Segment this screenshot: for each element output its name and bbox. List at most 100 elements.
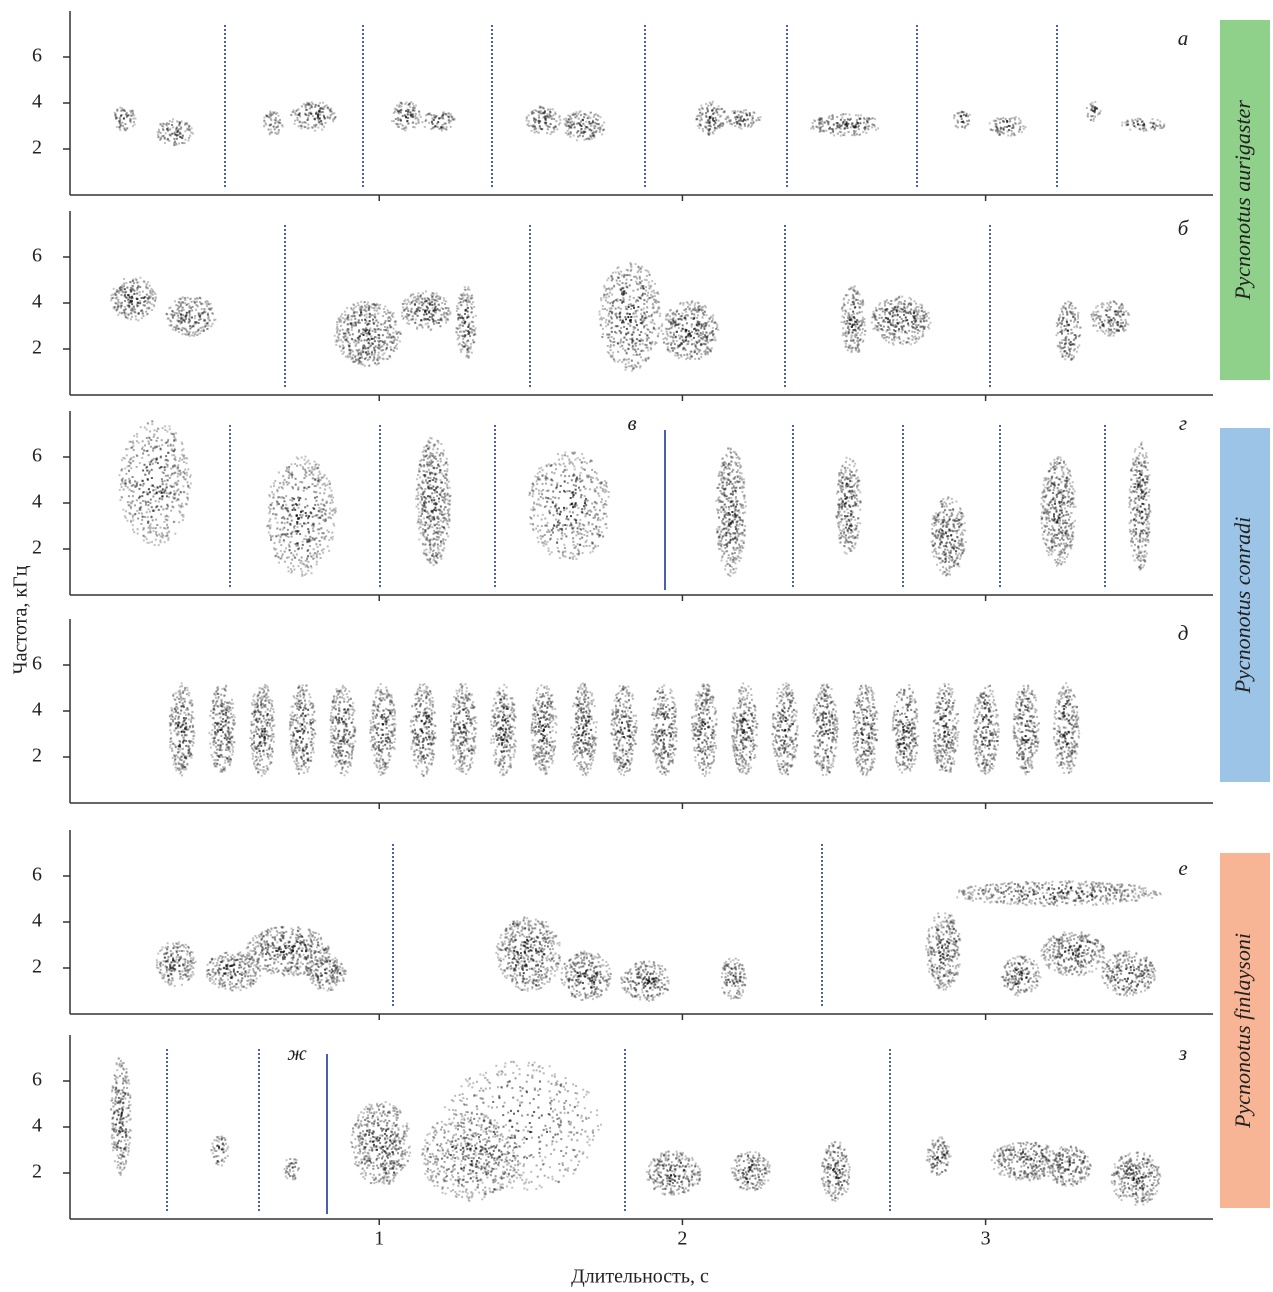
spectrogram-dot xyxy=(394,339,396,341)
spectrogram-dot xyxy=(848,288,850,290)
spectrogram-dot xyxy=(836,116,838,118)
spectrogram-dot xyxy=(321,124,323,126)
spectrogram-dot xyxy=(305,122,307,124)
spectrogram-dot xyxy=(629,296,631,298)
spectrogram-dot xyxy=(424,126,426,128)
spectrogram-dot xyxy=(957,119,959,121)
spectrogram-dot xyxy=(672,349,674,351)
spectrogram-dot xyxy=(854,285,856,287)
spectrogram-dot xyxy=(131,316,133,318)
spectrogram-dot xyxy=(417,296,419,298)
spectrogram-dot xyxy=(862,131,864,133)
spectrogram-dot xyxy=(852,303,854,305)
spectrogram-dot xyxy=(134,513,136,515)
spectrogram-dot xyxy=(117,301,119,303)
spectrogram-dot xyxy=(694,305,696,307)
spectrogram-dot xyxy=(144,444,146,446)
spectrogram-dot xyxy=(156,492,158,494)
spectrogram-dot xyxy=(429,316,431,318)
spectrogram-dot xyxy=(1163,124,1165,126)
spectrogram-dot xyxy=(366,339,368,341)
spectrogram-dot xyxy=(174,533,176,535)
spectrogram-dot xyxy=(410,294,412,296)
spectrogram-dot xyxy=(905,317,907,319)
spectrogram-dot xyxy=(712,120,714,122)
spectrogram-dot xyxy=(1068,307,1070,309)
spectrogram-dot xyxy=(901,331,903,333)
spectrogram-dot xyxy=(533,117,535,119)
spectrogram-dot xyxy=(665,337,667,339)
spectrogram-dot xyxy=(691,339,693,341)
spectrogram-dot xyxy=(546,132,548,134)
spectrogram-dot xyxy=(575,113,577,115)
spectrogram-dot xyxy=(127,317,129,319)
spectrogram-dot xyxy=(172,445,174,447)
spectrogram-dot xyxy=(142,291,144,293)
spectrogram-dot xyxy=(957,122,959,124)
spectrogram-dot xyxy=(864,324,866,326)
spectrogram-dot xyxy=(610,344,612,346)
spectrogram-dot xyxy=(858,326,860,328)
spectrogram-dot xyxy=(368,309,370,311)
spectrogram xyxy=(119,420,1152,577)
spectrogram-dot xyxy=(877,329,879,331)
spectrogram-dot xyxy=(471,332,473,334)
spectrogram-dot xyxy=(688,308,690,310)
spectrogram-dot xyxy=(374,349,376,351)
spectrogram-dot xyxy=(137,528,139,530)
spectrogram-dot xyxy=(282,126,284,128)
spectrogram-dot xyxy=(553,129,555,131)
spectrogram-dot xyxy=(1152,126,1154,128)
spectrogram-dot xyxy=(333,112,335,114)
spectrogram-dot xyxy=(611,287,613,289)
spectrogram-dot xyxy=(180,472,182,474)
spectrogram-dot xyxy=(697,125,699,127)
spectrogram-dot xyxy=(646,324,648,326)
spectrogram-dot xyxy=(582,135,584,137)
spectrogram-dot xyxy=(621,275,623,277)
spectrogram-dot xyxy=(407,310,409,312)
spectrogram-dot xyxy=(422,327,424,329)
spectrogram-dot xyxy=(900,341,902,343)
spectrogram-dot xyxy=(565,132,567,134)
spectrogram-dot xyxy=(605,290,607,292)
spectrogram-dot xyxy=(628,362,630,364)
spectrogram-dot xyxy=(917,324,919,326)
spectrogram-dot xyxy=(459,325,461,327)
spectrogram-dot xyxy=(673,332,675,334)
spectrogram-dot xyxy=(861,322,863,324)
spectrogram-dot xyxy=(137,302,139,304)
spectrogram-dot xyxy=(189,135,191,137)
spectrogram-dot xyxy=(181,329,183,331)
spectrogram-dot xyxy=(909,311,911,313)
spectrogram-dot xyxy=(614,313,616,315)
spectrogram-dot xyxy=(905,312,907,314)
spectrogram-dot xyxy=(720,115,722,117)
spectrogram-dot xyxy=(610,327,612,329)
spectrogram-dot xyxy=(699,321,701,323)
spectrogram-dot xyxy=(131,295,133,297)
spectrogram-dot xyxy=(194,317,196,319)
spectrogram-dot xyxy=(212,323,214,325)
spectrogram-dot xyxy=(294,120,296,122)
spectrogram-dot xyxy=(901,318,903,320)
spectrogram-dot xyxy=(855,124,857,126)
spectrogram-dot xyxy=(857,115,859,117)
spectrogram-dot xyxy=(847,346,849,348)
spectrogram-dot xyxy=(113,288,115,290)
spectrogram-dot xyxy=(413,105,415,107)
spectrogram-dot xyxy=(705,103,707,105)
spectrogram-dot xyxy=(1018,118,1020,120)
spectrogram-dot xyxy=(143,304,145,306)
spectrogram-dot xyxy=(740,111,742,113)
spectrogram-dot xyxy=(648,285,650,287)
spectrogram-dot xyxy=(1124,325,1126,327)
spectrogram-dot xyxy=(851,314,853,316)
spectrogram-dot xyxy=(640,287,642,289)
spectrogram-dot xyxy=(125,483,127,485)
spectrogram-dot xyxy=(179,122,181,124)
spectrogram-dot xyxy=(453,118,455,120)
spectrogram-dot xyxy=(568,125,570,127)
spectrogram-dot xyxy=(819,119,821,121)
spectrogram-dot xyxy=(687,333,689,335)
